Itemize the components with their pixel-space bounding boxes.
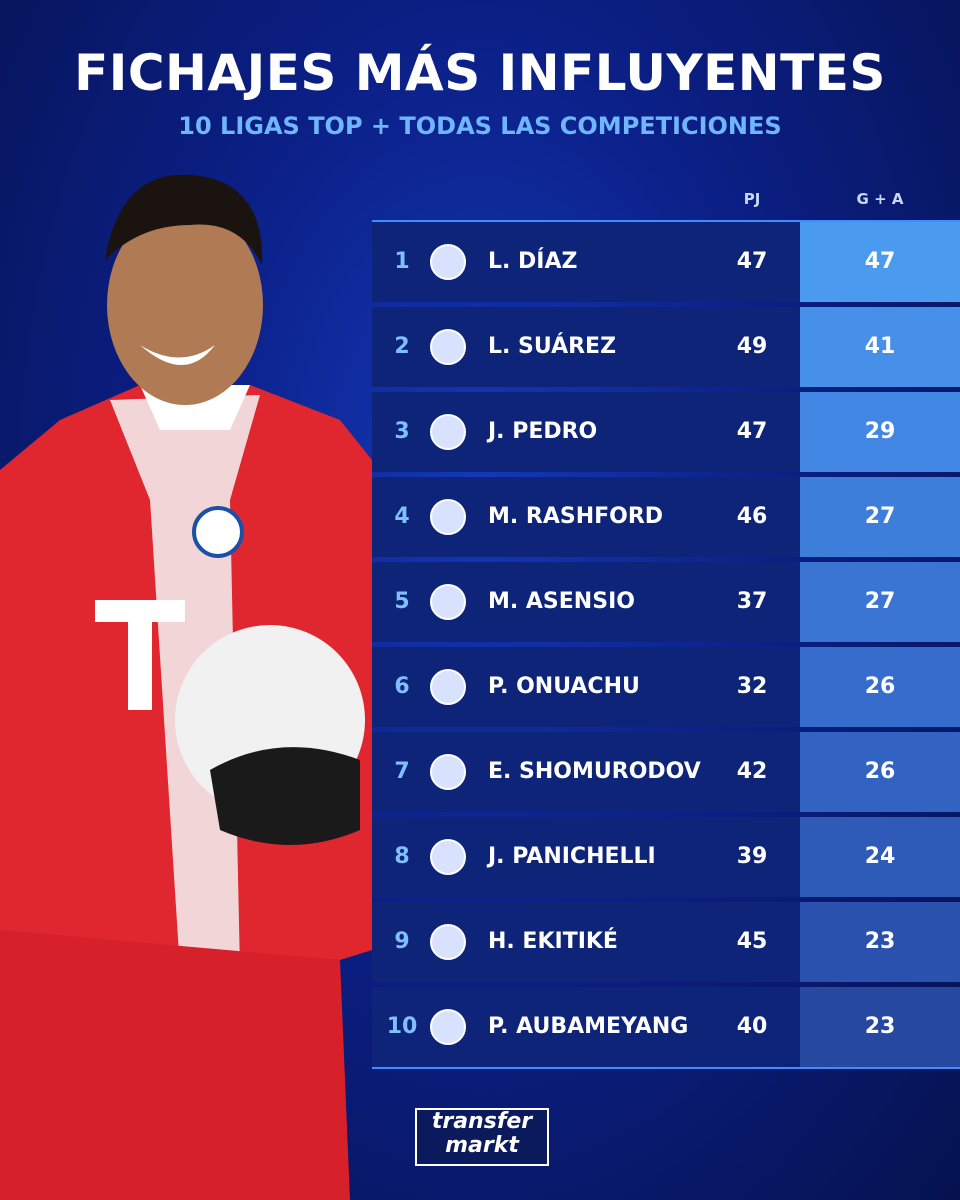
rank: 2: [394, 334, 410, 359]
goals-assists: 27: [800, 562, 960, 642]
club-crest: [430, 924, 466, 960]
player-name: J. PEDRO: [488, 419, 598, 444]
player-name: H. EKITIKÉ: [488, 929, 618, 954]
player-name: J. PANICHELLI: [488, 844, 656, 869]
player-photo: [0, 174, 372, 1200]
rank: 6: [394, 674, 410, 699]
player-name: P. AUBAMEYANG: [488, 1014, 689, 1039]
table-row: 7 E. SHOMURODOV 42 26: [372, 732, 960, 812]
club-crest: [430, 754, 466, 790]
matches-played: 45: [736, 929, 768, 954]
matches-played: 40: [736, 1014, 768, 1039]
player-name: L. SUÁREZ: [488, 334, 617, 359]
brand-logo: transfer markt: [415, 1108, 549, 1166]
rank: 7: [394, 759, 410, 784]
table-row: 10 P. AUBAMEYANG 40 23: [372, 987, 960, 1067]
column-header: G + A: [856, 190, 904, 208]
title: FICHAJES MÁS INFLUYENTES: [74, 44, 886, 102]
matches-played: 47: [736, 419, 768, 444]
club-crest: [430, 499, 466, 535]
logo-text: markt: [445, 1133, 519, 1158]
rank: 8: [394, 844, 410, 869]
goals-assists: 47: [800, 222, 960, 302]
goals-assists: 26: [800, 732, 960, 812]
matches-played: 39: [736, 844, 768, 869]
player-name: L. DÍAZ: [488, 249, 578, 274]
rank: 10: [386, 1014, 418, 1039]
club-crest: [430, 244, 466, 280]
ranking-table: 1 L. DÍAZ 47 47 2 L. SUÁREZ 49 41 3 J. PEDRO 47 29 4…: [372, 220, 960, 1069]
table-row: 9 H. EKITIKÉ 45 23: [372, 902, 960, 982]
player-name: M. ASENSIO: [488, 589, 635, 614]
table-row: 4 M. RASHFORD 46 27: [372, 477, 960, 557]
player-name: M. RASHFORD: [488, 504, 664, 529]
club-crest: [430, 414, 466, 450]
goals-assists: 27: [800, 477, 960, 557]
player-name: E. SHOMURODOV: [488, 759, 701, 784]
club-crest: [430, 329, 466, 365]
column-header: PJ: [743, 190, 761, 208]
matches-played: 32: [736, 674, 768, 699]
goals-assists: 24: [800, 817, 960, 897]
rank: 9: [394, 929, 410, 954]
table-row: 1 L. DÍAZ 47 47: [372, 222, 960, 302]
table-row: 3 J. PEDRO 47 29: [372, 392, 960, 472]
goals-assists: 23: [800, 902, 960, 982]
club-crest: [430, 669, 466, 705]
club-crest: [430, 839, 466, 875]
goals-assists: 29: [800, 392, 960, 472]
logo-text: transfer: [431, 1109, 533, 1134]
goals-assists: 26: [800, 647, 960, 727]
subtitle: 10 LIGAS TOP + TODAS LAS COMPETICIONES: [178, 112, 782, 140]
table-row: 2 L. SUÁREZ 49 41: [372, 307, 960, 387]
player-name: P. ONUACHU: [488, 674, 640, 699]
club-crest: [430, 1009, 466, 1045]
rank: 4: [394, 504, 410, 529]
goals-assists: 23: [800, 987, 960, 1067]
rank: 3: [394, 419, 410, 444]
table-row: 8 J. PANICHELLI 39 24: [372, 817, 960, 897]
club-crest: [430, 584, 466, 620]
matches-played: 46: [736, 504, 768, 529]
rank: 1: [394, 249, 410, 274]
goals-assists: 41: [800, 307, 960, 387]
rank: 5: [394, 589, 410, 614]
table-row: 6 P. ONUACHU 32 26: [372, 647, 960, 727]
matches-played: 37: [736, 589, 768, 614]
matches-played: 49: [736, 334, 768, 359]
matches-played: 42: [736, 759, 768, 784]
table-row: 5 M. ASENSIO 37 27: [372, 562, 960, 642]
matches-played: 47: [736, 249, 768, 274]
